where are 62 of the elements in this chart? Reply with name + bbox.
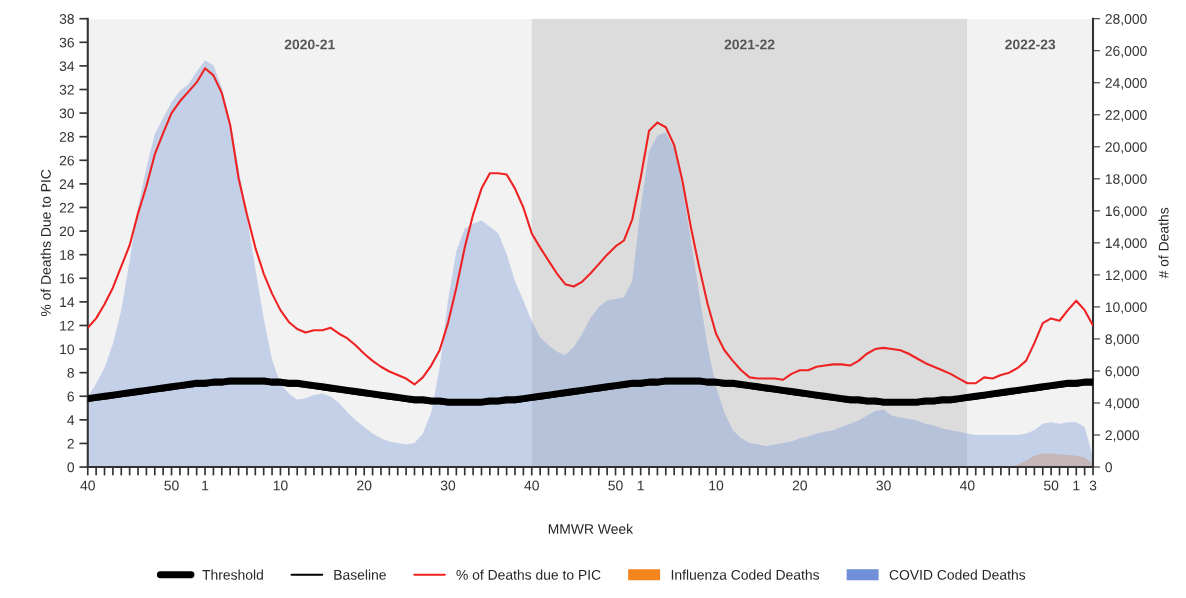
y-tick-label: 4 [67,415,75,425]
y-axis-title: % of Deaths Due to PIC [40,169,51,317]
y2-tick-label: 20,000 [1105,142,1147,154]
x-tick-label: 20 [792,480,807,491]
y-tick-label: 8 [67,367,74,378]
y-tick-label: 22 [59,202,74,213]
y-tick-label: 38 [59,14,74,24]
x-tick-label: 1 [637,480,644,491]
y-tick-label: 6 [67,391,74,402]
y2-tick-label: 8,000 [1105,334,1140,346]
annotation: 2021-22 [724,39,775,50]
y2-tick-label: 16,000 [1105,206,1147,218]
y-tick-label: 14 [60,297,75,307]
y2-axis-title: # of Deaths [1158,207,1169,279]
y2-tick-label: 22,000 [1105,110,1147,122]
y-tick-label: 34 [59,61,75,72]
annotation: 2022-23 [1005,39,1056,50]
x-axis-title: MMWR Week [548,523,634,534]
annotation: 2020-21 [284,39,335,50]
y-tick-label: 28 [59,132,74,142]
y2-tick-label: 14,000 [1105,238,1147,250]
legend-label: Influenza Coded Deaths [671,569,820,580]
y-tick-label: 32 [59,84,74,95]
y-tick-label: 26 [59,155,74,166]
x-tick-label: 40 [959,480,975,491]
y-tick-label: 18 [60,250,74,260]
x-tick-label: 40 [524,480,539,491]
y-tick-label: 12 [60,320,74,331]
legend-label: Baseline [334,569,386,580]
x-tick-label: 1 [1073,480,1080,491]
y-tick-label: 16 [60,273,74,284]
x-tick-label: 50 [608,480,623,491]
y-tick-label: 30 [59,108,75,119]
legend-label: COVID Coded Deaths [889,569,1026,580]
y2-tick-label: 0 [1105,462,1112,473]
y-tick-label: 20 [59,226,75,237]
x-tick-label: 30 [440,480,456,491]
y2-tick-label: 12,000 [1105,270,1147,282]
x-tick-label: 50 [164,480,179,491]
y2-tick-label: 2,000 [1105,430,1140,442]
legend-label: Threshold [202,569,263,580]
y-tick-label: 0 [67,462,75,473]
y-tick-label: 10 [60,344,75,355]
y2-tick-label: 6,000 [1105,366,1140,378]
y-tick-label: 36 [59,37,74,48]
y2-tick-label: 10,000 [1105,302,1147,314]
x-tick-label: 10 [273,480,288,491]
x-tick-label: 40 [80,480,95,491]
x-tick-label: 10 [709,480,724,491]
y2-tick-label: 4,000 [1105,398,1140,410]
y2-tick-label: 24,000 [1105,78,1147,90]
y2-tick-label: 18,000 [1105,174,1147,186]
x-tick-label: 20 [357,480,372,491]
y2-tick-label: 26,000 [1105,46,1147,58]
y-tick-label: 24 [59,179,75,189]
x-tick-label: 50 [1043,480,1059,491]
x-tick-label: 30 [876,480,891,491]
y-tick-label: 2 [67,438,74,449]
x-tick-label: 3 [1089,480,1097,491]
y2-tick-label: 28,000 [1105,14,1147,26]
legend-label: % of Deaths due to PIC [456,569,601,580]
x-tick-label: 1 [202,480,209,491]
